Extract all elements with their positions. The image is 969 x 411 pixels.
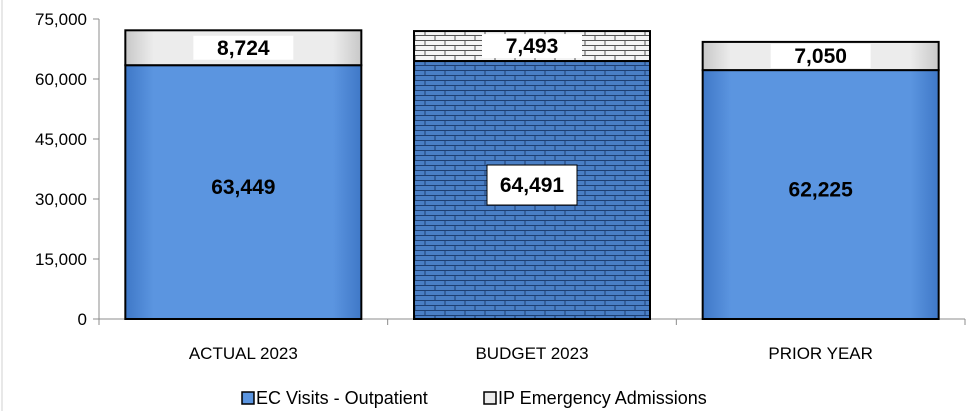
bar-segment-ec-visits	[701, 69, 940, 320]
legend-label: EC Visits - Outpatient	[256, 388, 428, 408]
y-tick-label: 0	[78, 310, 87, 329]
y-tick-label: 45,000	[35, 130, 87, 149]
legend-swatch	[483, 391, 497, 405]
y-tick-label: 60,000	[35, 70, 87, 89]
data-label: 63,449	[211, 176, 275, 199]
data-label-box	[770, 44, 871, 68]
data-label: 8,724	[217, 37, 270, 60]
labels-layer: 63,449 8,724 64,491 7,493 62,225 7,050	[193, 34, 871, 206]
x-tick-label: PRIOR YEAR	[768, 344, 873, 363]
legend-label: IP Emergency Admissions	[498, 388, 707, 408]
data-label-box	[193, 35, 294, 60]
data-label: 64,491	[500, 174, 565, 197]
x-tick-label: BUDGET 2023	[475, 344, 588, 363]
data-label-box	[482, 34, 582, 59]
legend-swatch	[241, 391, 255, 405]
data-label: 7,050	[794, 45, 847, 68]
legend: EC Visits - Outpatient IP Emergency Admis…	[241, 388, 707, 408]
bars-layer	[124, 29, 940, 321]
axis-layer: 0 15,000 30,000 45,000 60,000 75,000 ACTUAL 20…	[35, 10, 966, 363]
data-label: 62,225	[789, 179, 854, 202]
data-label-box	[486, 164, 578, 206]
y-tick-label: 30,000	[35, 190, 87, 209]
x-tick-label: ACTUAL 2023	[189, 344, 298, 363]
data-label: 7,493	[506, 35, 559, 58]
y-tick-label: 15,000	[35, 250, 87, 269]
y-tick-label: 75,000	[35, 10, 87, 29]
